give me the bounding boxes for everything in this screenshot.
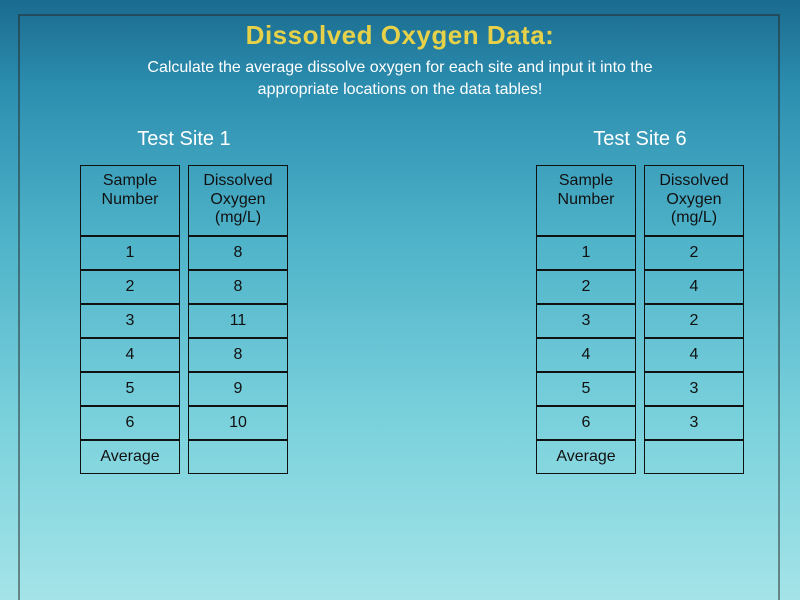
slide-frame xyxy=(18,14,780,600)
